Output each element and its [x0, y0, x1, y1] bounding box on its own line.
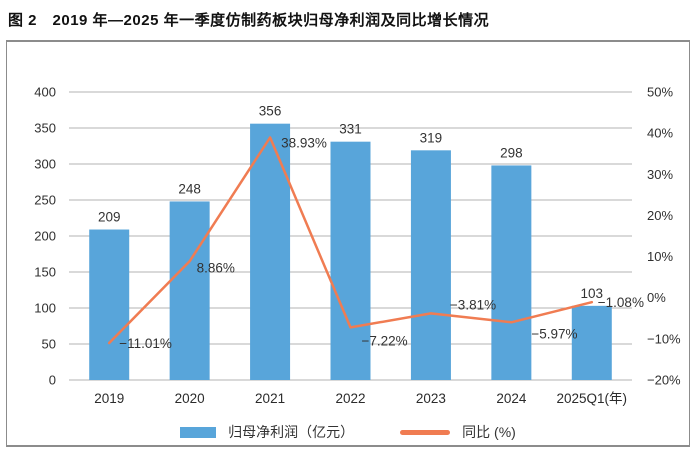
line-value-label: 8.86%: [197, 260, 235, 275]
bar-2019: [89, 229, 130, 380]
x-axis-label: 2023: [416, 391, 446, 406]
x-axis-label: 2020: [175, 391, 205, 406]
chart-svg: 0 50 100 150 200 250 300 350 400 −20% −10% 0% 10% 20%…: [34, 85, 681, 407]
left-axis-tick: 50: [42, 337, 56, 352]
left-axis-tick: 200: [34, 229, 56, 244]
right-axis-tick: 40%: [647, 126, 673, 141]
bar-2020: [169, 201, 210, 380]
yoy-line: [107, 136, 594, 345]
x-axis-label: 2024: [496, 391, 527, 406]
x-axis-label: 2019: [94, 391, 124, 406]
left-axis-tick: 100: [34, 301, 56, 316]
left-axis-tick: 300: [34, 157, 56, 172]
left-axis-tick: 150: [34, 265, 56, 280]
bar-value-label: 209: [98, 210, 121, 225]
chart-container: 0 50 100 150 200 250 300 350 400 −20% −10% 0% 10% 20%…: [6, 40, 690, 447]
bar-value-label: 298: [500, 145, 523, 160]
legend-label-yoy: 同比 (%): [462, 424, 516, 440]
line-value-label: −5.97%: [531, 326, 577, 341]
bar-value-label: 356: [259, 104, 282, 119]
figure-title: 图 2 2019 年—2025 年一季度仿制药板块归母净利润及同比增长情况: [8, 12, 490, 29]
right-axis-tick: 0%: [647, 290, 666, 305]
bar-2021: [250, 123, 291, 381]
bar-value-label: 331: [339, 122, 362, 137]
right-axis-tick: 30%: [647, 167, 673, 182]
left-axis-tick: 0: [49, 373, 56, 388]
line-value-label: −11.01%: [119, 336, 172, 351]
x-axis-label: 2021: [255, 391, 285, 406]
bar-2022: [330, 141, 371, 380]
right-axis-tick: 50%: [647, 85, 673, 100]
legend: 归母净利润（亿元） 同比 (%): [7, 423, 689, 441]
line-value-label: −3.81%: [450, 297, 496, 312]
x-axis-label: 2022: [335, 391, 365, 406]
bar-value-label: 248: [178, 181, 201, 196]
legend-label-net-profit: 归母净利润（亿元）: [228, 424, 355, 440]
x-axis-label: 2025Q1(年): [557, 391, 628, 406]
right-axis-tick: 10%: [647, 249, 673, 264]
right-axis-tick: 20%: [647, 208, 673, 223]
left-axis-tick: 350: [34, 121, 56, 136]
line-value-label: −1.08%: [598, 295, 644, 310]
bar-2023: [410, 150, 451, 380]
left-axis-tick: 250: [34, 193, 56, 208]
right-axis-tick: −10%: [647, 331, 681, 346]
left-axis-tick: 400: [34, 85, 56, 100]
bar-series-swatch: [180, 426, 217, 438]
line-value-label: 38.93%: [281, 136, 327, 151]
line-series-swatch: [400, 429, 451, 435]
bar-value-label: 319: [420, 130, 443, 145]
bar-value-label: 103: [581, 286, 604, 301]
right-axis-tick: −20%: [647, 373, 681, 388]
bar-2025Q1(年): [571, 305, 612, 380]
line-value-label: −7.22%: [362, 333, 408, 348]
bar-2024: [491, 165, 532, 380]
